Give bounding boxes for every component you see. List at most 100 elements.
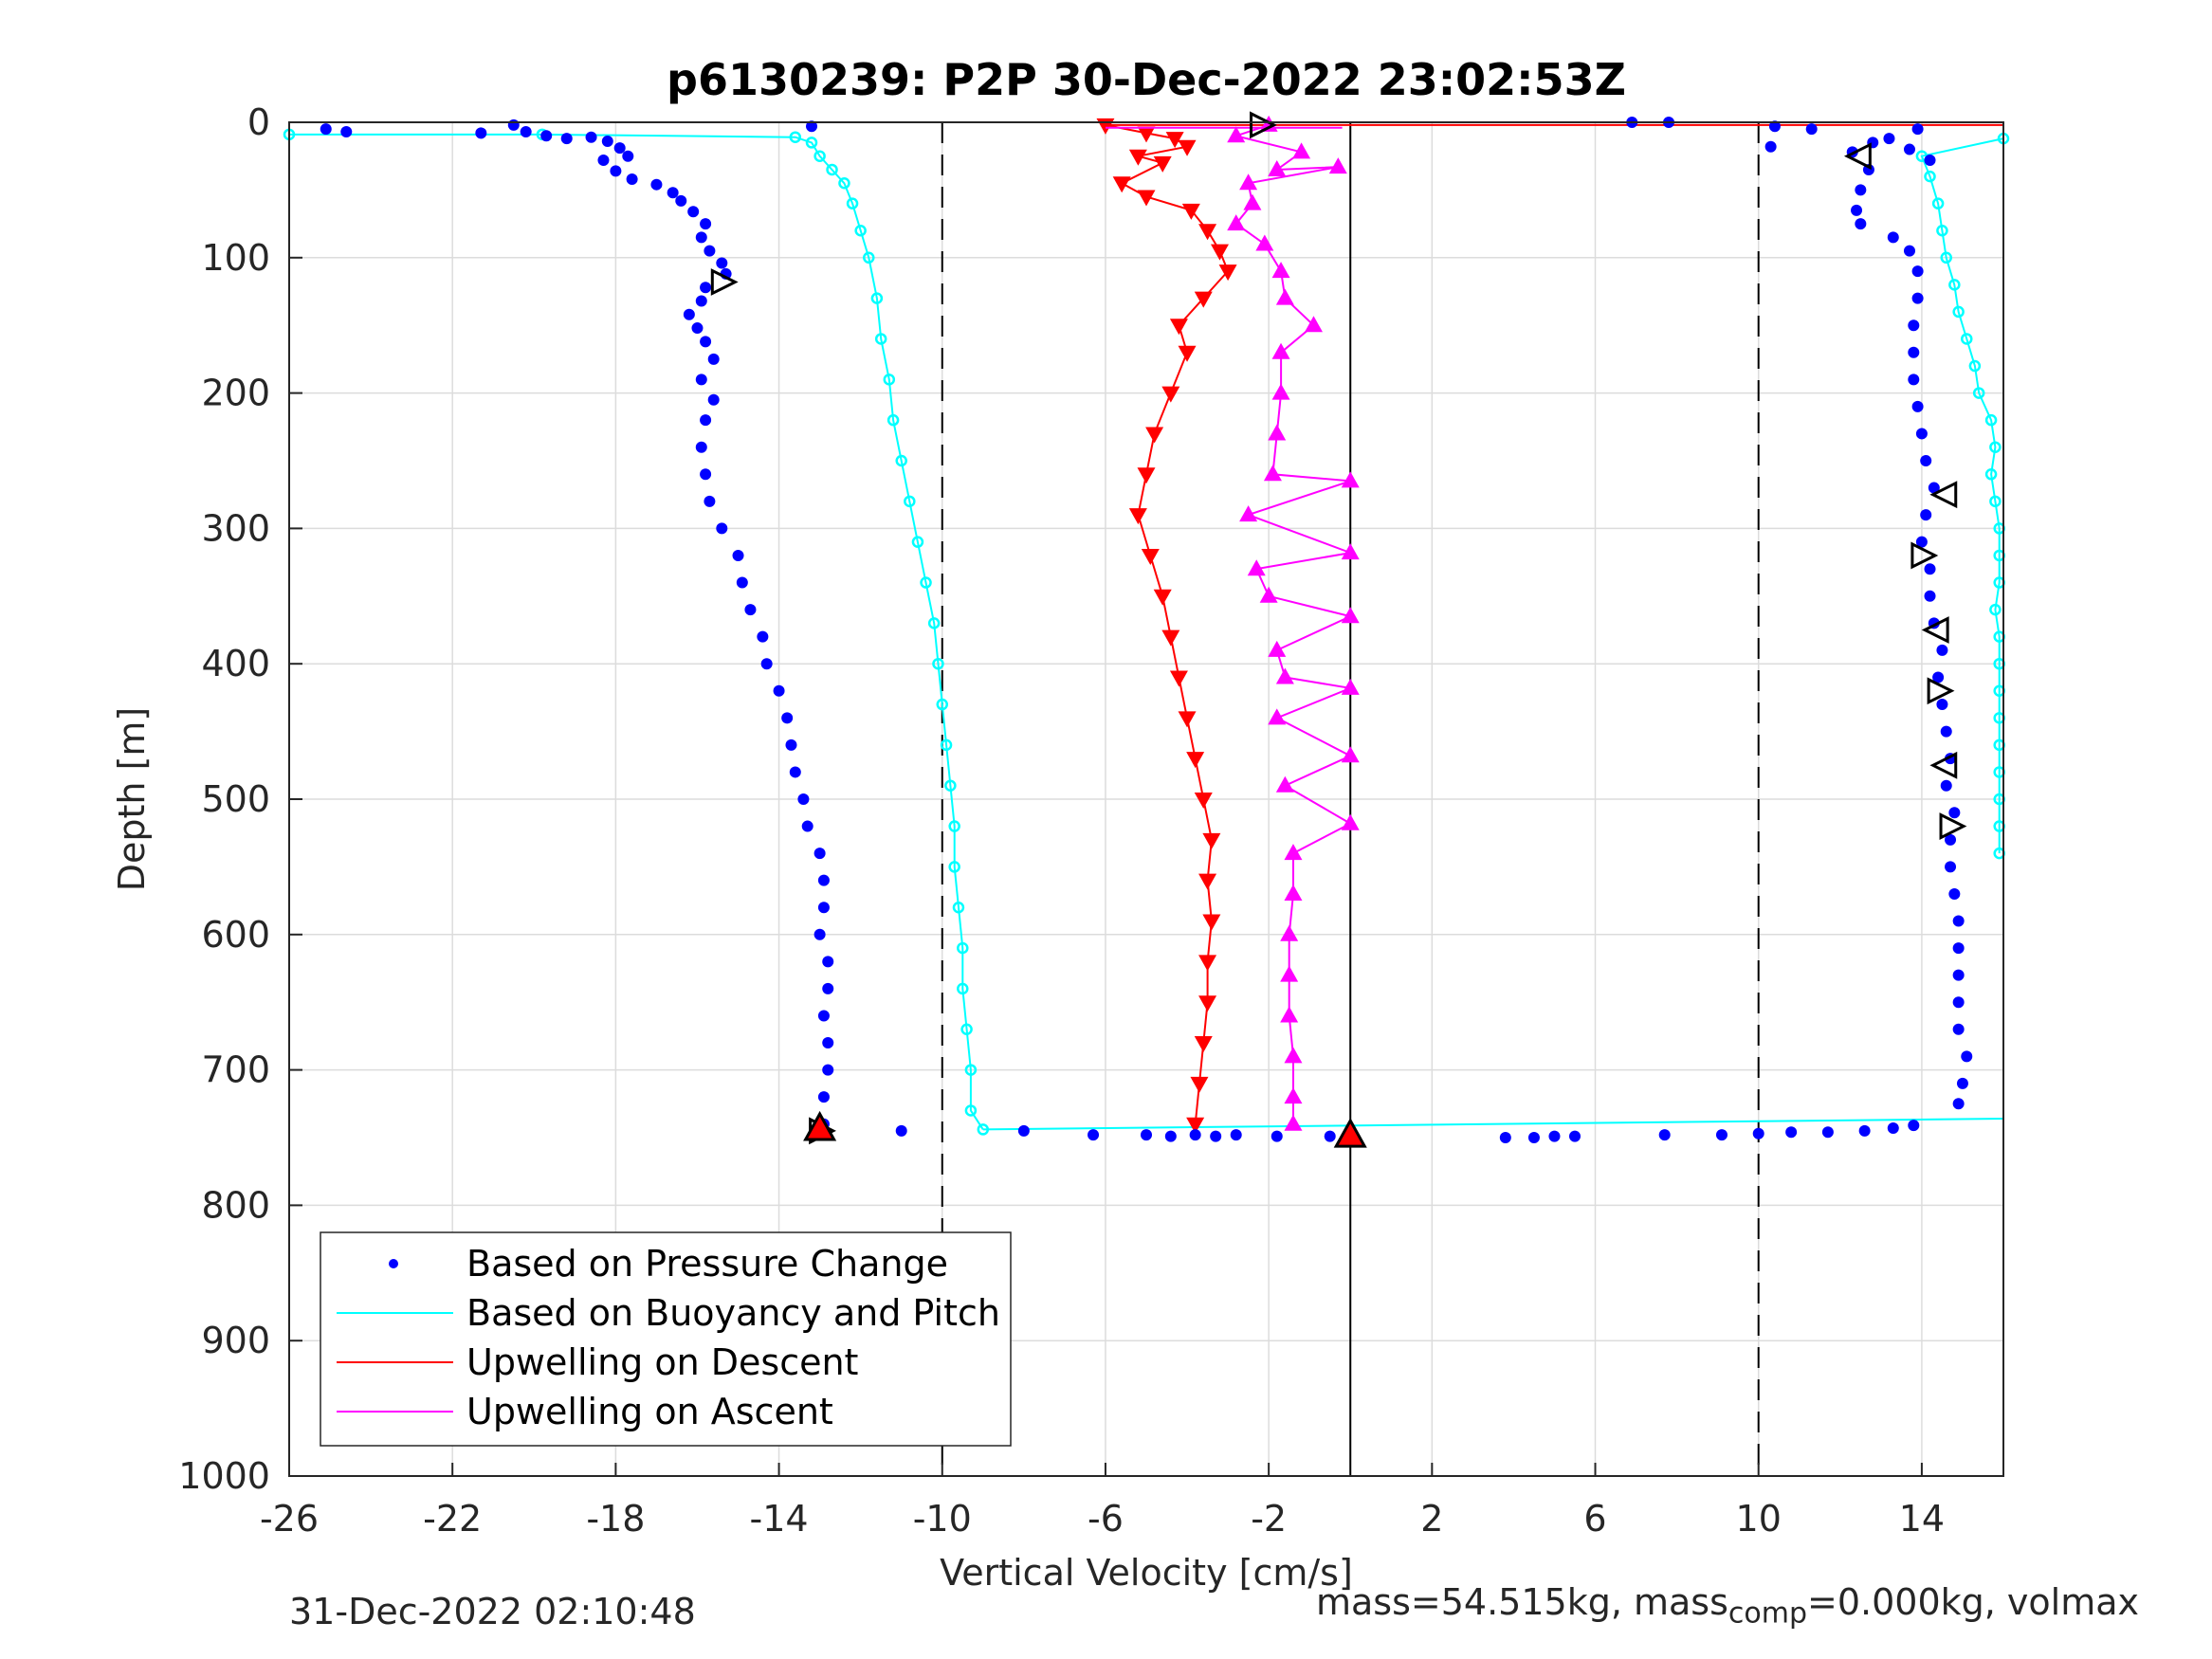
descent-upwelling-point	[1198, 873, 1217, 890]
pressure-point	[700, 282, 712, 294]
x-tick-label: -10	[913, 1498, 972, 1540]
x-tick-label: -22	[423, 1498, 482, 1540]
pressure-point	[1952, 915, 1965, 927]
pressure-point	[895, 1124, 907, 1137]
legend-label: Based on Buoyancy and Pitch	[466, 1292, 1000, 1334]
ascent-upwelling-point	[1280, 965, 1299, 982]
pressure-point	[785, 738, 797, 751]
descent-upwelling-point	[1186, 1117, 1205, 1134]
pressure-point	[687, 206, 700, 218]
ascent-upwelling-point	[1255, 234, 1274, 251]
event-marker-left	[1929, 751, 1958, 779]
pressure-point	[1915, 428, 1928, 440]
pressure-point	[507, 118, 520, 131]
buoyancy-point	[895, 454, 907, 467]
buoyancy-point	[1924, 170, 1936, 183]
pressure-point	[1569, 1130, 1581, 1142]
pressure-point	[1230, 1129, 1242, 1141]
pressure-point	[736, 576, 748, 589]
descent-upwelling-line	[1105, 123, 1230, 1124]
pressure-point	[744, 604, 757, 616]
pressure-point	[622, 150, 634, 162]
event-marker-up	[803, 1110, 837, 1141]
pressure-point	[1887, 1122, 1899, 1135]
pressure-point	[1715, 1129, 1728, 1141]
pressure-point	[1903, 245, 1915, 257]
descent-upwelling-point	[1202, 832, 1221, 849]
pressure-point	[610, 165, 622, 177]
buoyancy-point	[948, 861, 960, 873]
ascent-upwelling-point	[1284, 1087, 1303, 1104]
y-axis-label: Depth [m]	[111, 707, 153, 892]
pressure-point	[1499, 1132, 1511, 1143]
buoyancy-point	[1984, 468, 1998, 481]
pressure-point	[695, 441, 707, 453]
ascent-upwelling-point	[1263, 465, 1282, 482]
buoyancy-point	[952, 901, 965, 914]
pressure-point	[806, 120, 818, 133]
buoyancy-point	[1968, 359, 1982, 373]
ascent-upwelling-point	[1275, 288, 1294, 305]
buoyancy-point	[1931, 197, 1945, 210]
buoyancy-point	[904, 495, 916, 508]
buoyancy-point	[940, 738, 953, 752]
pressure-point	[1768, 120, 1781, 133]
ascent-upwelling-point	[1280, 1006, 1299, 1023]
pressure-point	[1164, 1130, 1177, 1142]
pressure-point	[691, 322, 704, 335]
event-marker-left	[1921, 616, 1949, 644]
descent-upwelling-point	[1218, 264, 1237, 282]
pressure-point	[1932, 671, 1945, 684]
buoyancy-point	[887, 413, 900, 427]
pressure-point	[585, 131, 597, 143]
ascent-upwelling-point	[1268, 424, 1287, 441]
pressure-point	[1908, 346, 1920, 358]
buoyancy-point	[826, 163, 838, 176]
descent-upwelling-point	[1112, 176, 1131, 193]
buoyancy-point	[1972, 387, 1985, 399]
pressure-point	[613, 142, 626, 155]
pressure-point	[1911, 400, 1924, 412]
descent-upwelling-point	[1202, 914, 1221, 931]
ascent-upwelling-point	[1304, 316, 1323, 333]
buoyancy-descent-line	[289, 133, 984, 1130]
chart-title: p6130239: P2P 30-Dec-2022 23:02:53Z	[667, 54, 1626, 105]
ascent-upwelling-point	[1284, 1047, 1303, 1064]
buoyancy-point	[1989, 441, 2002, 453]
buoyancy-point	[854, 224, 867, 237]
descent-upwelling-point	[1161, 386, 1180, 403]
pressure-point	[1911, 123, 1924, 136]
descent-upwelling-point	[1194, 291, 1213, 308]
event-marker-right	[1250, 111, 1277, 139]
ascent-upwelling-point	[1341, 607, 1360, 624]
event-marker-right	[710, 268, 739, 296]
pressure-point	[716, 522, 728, 535]
buoyancy-point	[927, 617, 941, 629]
buoyancy-point	[1952, 305, 1965, 319]
pressure-point	[1908, 1120, 1920, 1132]
pressure-point	[1952, 942, 1965, 955]
pressure-point	[1271, 1130, 1283, 1142]
buoyancy-point	[805, 137, 818, 149]
pressure-point	[700, 468, 712, 481]
pressure-point	[1752, 1127, 1764, 1139]
pressure-point	[1961, 1050, 1973, 1063]
pressure-point	[822, 1064, 834, 1076]
ascent-upwelling-point	[1341, 746, 1360, 763]
pressure-point	[801, 820, 814, 832]
ascent-upwelling-point	[1275, 667, 1294, 684]
legend: Based on Pressure Change Based on Buoyanc…	[320, 1231, 1012, 1447]
pressure-point	[1940, 779, 1952, 792]
pressure-point	[1915, 536, 1928, 548]
descent-upwelling-point	[1153, 155, 1172, 173]
buoyancy-point	[883, 374, 896, 386]
ascent-upwelling-point	[1259, 586, 1278, 603]
ascent-upwelling-point	[1247, 559, 1266, 576]
ascent-upwelling-point	[1341, 471, 1360, 488]
buoyancy-ascent-line	[1920, 137, 2004, 854]
pressure-point	[683, 308, 695, 320]
descent-upwelling-point	[1141, 548, 1160, 565]
pressure-point	[1948, 887, 1961, 900]
buoyancy-point	[911, 536, 924, 548]
pressure-point	[340, 125, 353, 137]
